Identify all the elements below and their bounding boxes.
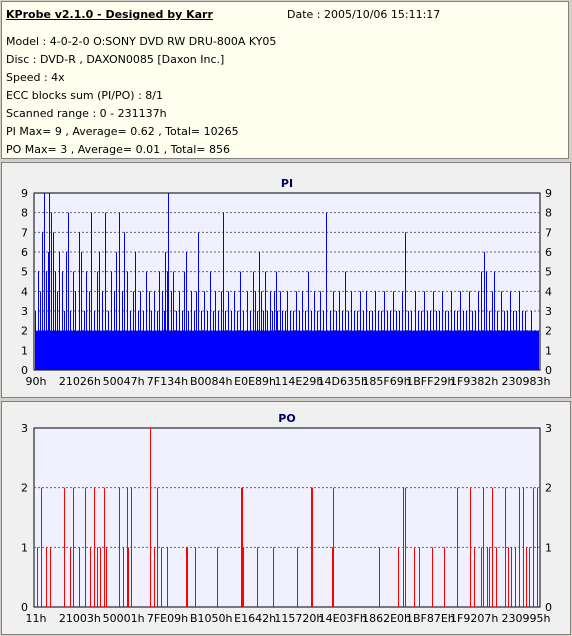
x-tick-label: 1BF87Eh <box>406 612 455 625</box>
x-tick-label: 1F9207h <box>450 612 498 625</box>
scan-date: Date : 2005/10/06 15:11:17 <box>287 8 441 21</box>
y-tick-label: 0 <box>21 601 28 614</box>
po-chart-panel: PO 0 0 1 1 2 2 3 3 11h 21003h 50001h 7FE09h B1050h E16… <box>1 401 571 635</box>
x-tick-label: 115720h <box>274 612 323 625</box>
x-tick-label: 7F134h <box>147 375 188 388</box>
y-tick-label-right: 2 <box>545 325 552 338</box>
pi-chart: PI 0 0 1 1 2 2 3 3 4 4 5 5 6 6 7 7 8 8 9 9 90h 21026h 50047h 7F1… <box>21 177 552 388</box>
y-tick-label-right: 2 <box>545 482 552 495</box>
ecc-line: ECC blocks sum (PI/PO) : 8/1 <box>6 89 163 102</box>
y-tick-label-right: 0 <box>545 364 552 377</box>
speed-line: Speed : 4x <box>6 71 65 84</box>
x-tick-label: 21003h <box>59 612 101 625</box>
y-tick-label-right: 8 <box>545 207 552 220</box>
x-tick-label: E0E89h <box>234 375 276 388</box>
x-tick-label: 230995h <box>502 612 551 625</box>
y-tick-label: 6 <box>21 246 28 259</box>
disc-line: Disc : DVD-R , DAXON0085 [Daxon Inc.] <box>6 53 225 66</box>
x-tick-label: 90h <box>26 375 47 388</box>
x-tick-label: 1BFF29h <box>406 375 454 388</box>
y-tick-label: 5 <box>21 266 28 279</box>
y-tick-label: 0 <box>21 364 28 377</box>
y-tick-label: 3 <box>21 422 28 435</box>
y-tick-label: 3 <box>21 305 28 318</box>
y-tick-label-right: 6 <box>545 246 552 259</box>
y-tick-label-right: 4 <box>545 285 552 298</box>
pi-chart-panel: PI 0 0 1 1 2 2 3 3 4 4 5 5 6 6 7 7 8 8 9 9 90h 21026h 50047h 7F1… <box>1 162 571 398</box>
x-tick-label: B0084h <box>190 375 233 388</box>
y-tick-label: 1 <box>21 541 28 554</box>
chart-title: PO <box>278 412 295 425</box>
y-tick-label: 1 <box>21 344 28 357</box>
x-tick-label: B1050h <box>190 612 233 625</box>
info-panel: KProbe v2.1.0 - Designed by Karr Date : … <box>1 1 569 159</box>
x-tick-label: 114E29h <box>274 375 323 388</box>
plot-area <box>33 427 541 608</box>
x-tick-label: 21026h <box>59 375 101 388</box>
y-tick-label-right: 9 <box>545 187 552 200</box>
y-tick-label: 2 <box>21 325 28 338</box>
model-line: Model : 4-0-2-0 O:SONY DVD RW DRU-800A K… <box>6 35 277 48</box>
x-tick-label: 50001h <box>103 612 145 625</box>
x-tick-label: 1862E0h <box>362 612 411 625</box>
y-tick-label: 8 <box>21 207 28 220</box>
y-tick-label-right: 3 <box>545 305 552 318</box>
x-tick-label: 7FE09h <box>147 612 188 625</box>
x-tick-label: 50047h <box>103 375 145 388</box>
y-tick-label-right: 3 <box>545 422 552 435</box>
y-tick-label: 2 <box>21 482 28 495</box>
y-tick-label-right: 7 <box>545 226 552 239</box>
x-tick-label: 14E03Fh <box>319 612 367 625</box>
y-tick-label-right: 1 <box>545 344 552 357</box>
chart-title: PI <box>281 177 293 190</box>
po-chart: PO 0 0 1 1 2 2 3 3 11h 21003h 50001h 7FE09h B1050h E16… <box>21 412 552 625</box>
po-stats-line: PO Max= 3 , Average= 0.01 , Total= 856 <box>6 143 230 156</box>
x-tick-label: 230983h <box>502 375 551 388</box>
app-title: KProbe v2.1.0 - Designed by Karr <box>6 8 213 21</box>
x-tick-label: E1642h <box>234 612 276 625</box>
pi-stats-line: PI Max= 9 , Average= 0.62 , Total= 10265 <box>6 125 239 138</box>
range-line: Scanned range : 0 - 231137h <box>6 107 167 120</box>
y-tick-label-right: 5 <box>545 266 552 279</box>
x-tick-label: 14D635h <box>318 375 368 388</box>
y-tick-label: 7 <box>21 226 28 239</box>
y-tick-label: 4 <box>21 285 28 298</box>
x-tick-label: 11h <box>26 612 47 625</box>
y-tick-label-right: 1 <box>545 541 552 554</box>
x-tick-label: 1F9382h <box>450 375 498 388</box>
x-tick-label: 185F69h <box>362 375 410 388</box>
y-tick-label-right: 0 <box>545 601 552 614</box>
y-tick-label: 9 <box>21 187 28 200</box>
